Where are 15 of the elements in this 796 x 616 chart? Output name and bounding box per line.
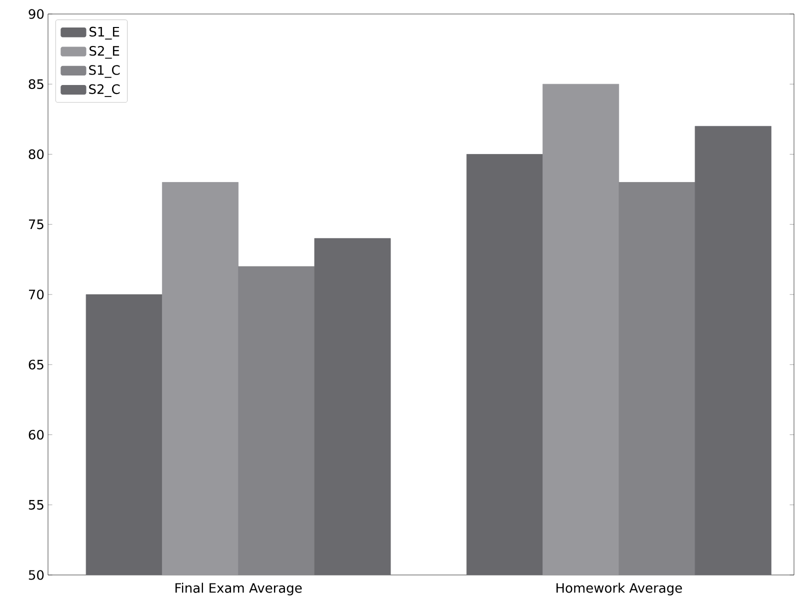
y-tick-label: 70 xyxy=(29,290,44,300)
legend-label: S1_E xyxy=(90,26,120,40)
y-tick-label: 65 xyxy=(28,360,44,370)
legend-label: S1_C xyxy=(89,65,120,78)
legend-label: S2_C xyxy=(89,84,120,97)
y-tick-label: 85 xyxy=(28,79,44,90)
legend-label: S2_E xyxy=(90,46,120,59)
y-tick-label: 90 xyxy=(28,9,44,19)
y-tick-label: 55 xyxy=(28,500,44,510)
y-tick-label: 80 xyxy=(28,149,44,160)
y-tick-label: 60 xyxy=(28,430,44,440)
y-tick-label: 75 xyxy=(29,220,44,230)
x-tick-label: Homework Average xyxy=(556,582,682,596)
x-tick-label: Final Exam Average xyxy=(176,582,302,596)
y-tick-label: 50 xyxy=(28,570,44,580)
